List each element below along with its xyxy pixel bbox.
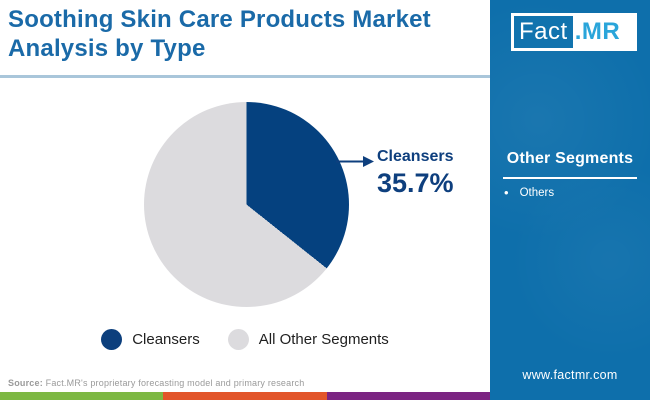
callout-label: Cleansers	[377, 148, 454, 165]
chart-legend: Cleansers All Other Segments	[0, 329, 490, 350]
list-item-others: • Others	[504, 186, 554, 199]
pie-chart	[144, 102, 349, 307]
strip-purple-segment	[326, 392, 490, 400]
title-divider	[0, 75, 490, 78]
strip-orange-segment	[163, 392, 327, 400]
source-note: Source: Fact.MR's proprietary forecastin…	[8, 378, 304, 388]
sidebar-heading-underline	[503, 177, 637, 179]
bottom-strip	[0, 392, 490, 400]
logo-fact-text: Fact	[514, 16, 573, 48]
list-item-label: Others	[519, 186, 555, 199]
legend-item-all-other-segments: All Other Segments	[227, 329, 389, 350]
legend-label-all-other-segments: All Other Segments	[258, 331, 389, 348]
other-segments-list: • Others	[504, 186, 554, 199]
sidebar: Fact .MR Other Segments • Others www.fac…	[490, 0, 650, 400]
source-prefix: Source:	[8, 378, 43, 388]
callout-value: 35.7%	[377, 168, 454, 198]
logo-mr-text: .MR	[574, 18, 621, 45]
website-link[interactable]: www.factmr.com	[522, 368, 618, 382]
legend-item-cleansers: Cleansers	[101, 329, 200, 350]
page-title: Soothing Skin Care Products Market Analy…	[8, 6, 431, 62]
callout-arrow-icon	[336, 156, 374, 167]
legend-label-cleansers: Cleansers	[132, 331, 200, 348]
factmr-logo: Fact .MR	[511, 13, 637, 51]
callout: Cleansers 35.7%	[377, 148, 454, 199]
legend-swatch-cleansers	[101, 329, 123, 350]
strip-green-segment	[0, 392, 164, 400]
sidebar-heading: Other Segments	[506, 150, 634, 167]
bullet-icon: •	[504, 185, 509, 200]
source-text: Fact.MR's proprietary forecasting model …	[42, 378, 305, 388]
legend-swatch-all-other-segments	[227, 329, 249, 350]
